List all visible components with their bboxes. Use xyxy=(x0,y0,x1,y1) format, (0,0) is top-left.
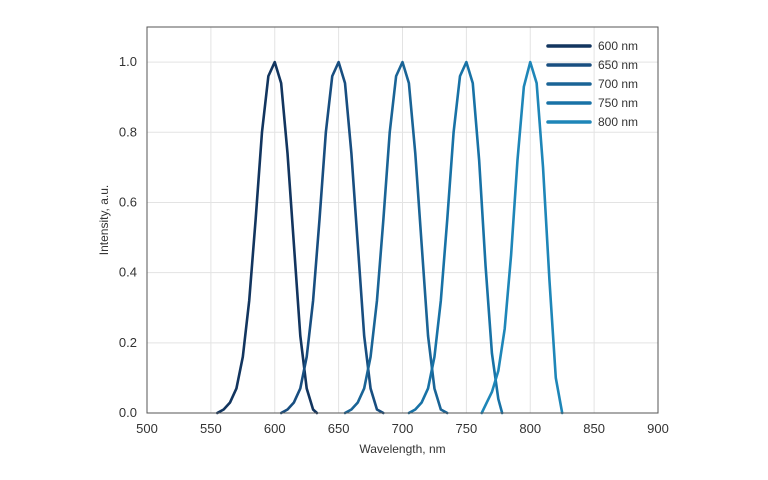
chart-legend: 600 nm 650 nm 700 nm 750 nm 800 nm xyxy=(546,39,638,129)
plot-frame xyxy=(146,26,659,414)
y-tick-label: 1.0 xyxy=(119,54,137,69)
chart-series-group xyxy=(215,60,564,415)
legend-label-0: 600 nm xyxy=(598,39,638,53)
x-tick-label: 650 xyxy=(328,421,350,436)
x-tick-label: 550 xyxy=(200,421,222,436)
y-tick-label: 0.8 xyxy=(119,124,137,139)
x-tick-label: 800 xyxy=(519,421,541,436)
x-tick-label: 700 xyxy=(392,421,414,436)
legend-label-3: 750 nm xyxy=(598,96,638,110)
y-tick-label: 0.6 xyxy=(119,194,137,209)
series-line-4 xyxy=(480,60,564,415)
y-axis-label: Intensity, a.u. xyxy=(97,185,111,255)
legend-label-2: 700 nm xyxy=(598,77,638,91)
x-axis-label: Wavelength, nm xyxy=(359,442,445,456)
x-axis-ticks: 500 550 600 650 700 750 800 850 900 xyxy=(136,421,669,436)
x-tick-label: 750 xyxy=(456,421,478,436)
y-tick-label: 0.4 xyxy=(119,265,137,280)
legend-label-4: 800 nm xyxy=(598,115,638,129)
x-tick-label: 900 xyxy=(647,421,669,436)
x-tick-label: 850 xyxy=(583,421,605,436)
series-line-0 xyxy=(215,60,319,415)
y-tick-label: 0.0 xyxy=(119,405,137,420)
x-tick-label: 600 xyxy=(264,421,286,436)
legend-label-1: 650 nm xyxy=(598,58,638,72)
series-line-2 xyxy=(343,60,449,415)
series-line-3 xyxy=(407,60,504,415)
x-tick-label: 500 xyxy=(136,421,158,436)
y-axis-ticks: 0.0 0.2 0.4 0.6 0.8 1.0 xyxy=(119,54,137,420)
series-line-1 xyxy=(279,60,385,415)
chart-grid xyxy=(146,27,659,414)
y-tick-label: 0.2 xyxy=(119,335,137,350)
